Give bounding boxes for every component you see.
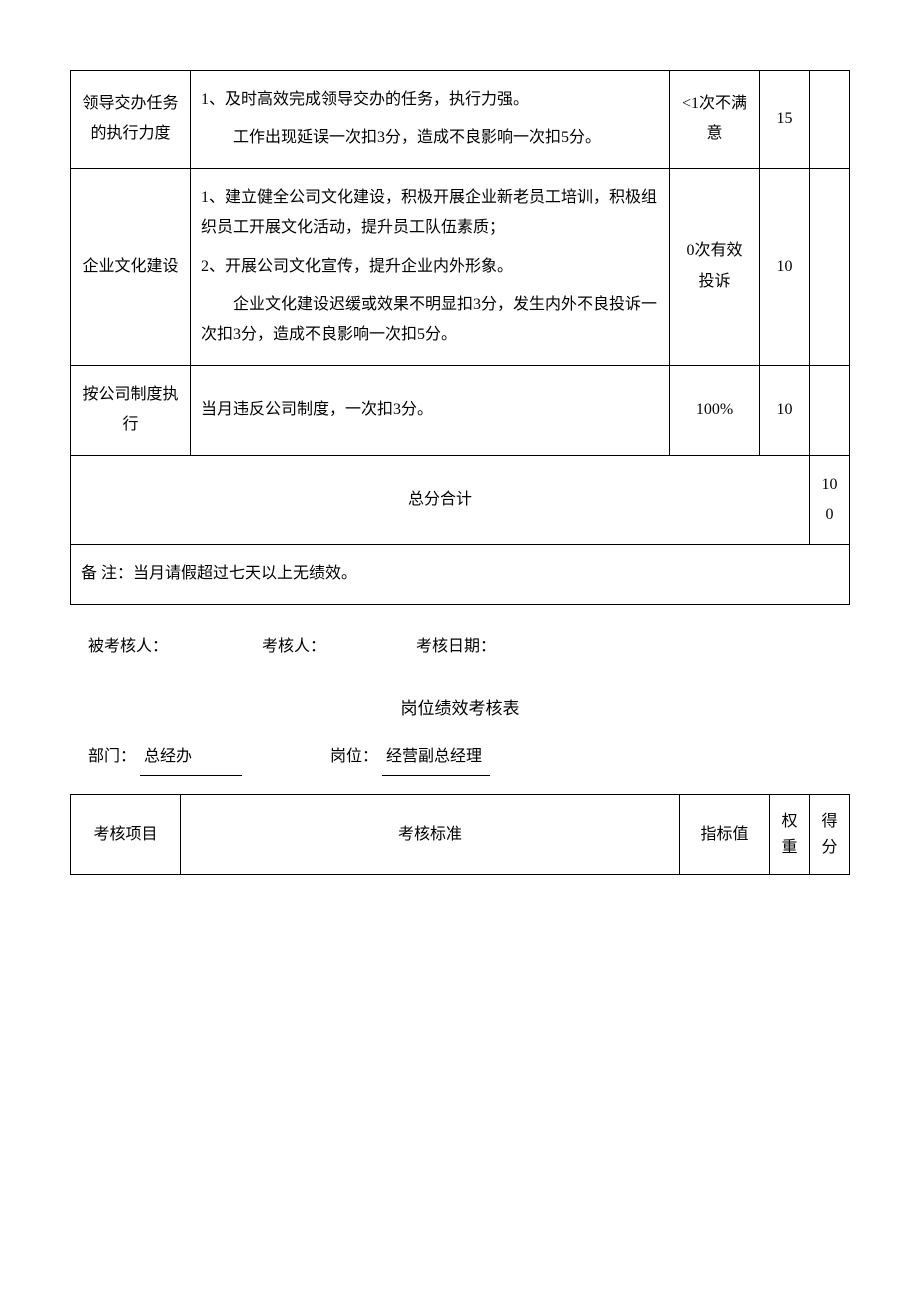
header-row: 考核项目 考核标准 指标值 权重 得分: [71, 795, 850, 875]
signature-line: 被考核人： 考核人： 考核日期：: [88, 629, 850, 664]
header-weight: 权重: [770, 795, 810, 875]
cell-standard: 1、及时高效完成领导交办的任务，执行力强。 工作出现延误一次扣3分，造成不良影响…: [191, 71, 670, 169]
cell-weight: 15: [760, 71, 810, 169]
note-text: 备 注：当月请假超过七天以上无绩效。: [71, 545, 850, 604]
dept-value: 总经办: [140, 739, 242, 776]
table-row: 按公司制度执行 当月违反公司制度，一次扣3分。 100% 10: [71, 365, 850, 455]
cell-standard: 当月违反公司制度，一次扣3分。: [191, 365, 670, 455]
cell-weight: 10: [760, 365, 810, 455]
post-label: 岗位：: [330, 748, 378, 765]
dept-label: 部门：: [88, 748, 136, 765]
table-row: 领导交办任务的执行力度 1、及时高效完成领导交办的任务，执行力强。 工作出现延误…: [71, 71, 850, 169]
form2-title: 岗位绩效考核表: [70, 694, 850, 719]
cell-score: [810, 71, 850, 169]
cell-score: [810, 168, 850, 365]
cell-item: 领导交办任务的执行力度: [71, 71, 191, 169]
header-item: 考核项目: [71, 795, 181, 875]
cell-item: 企业文化建设: [71, 168, 191, 365]
std-indent: 企业文化建设迟缓或效果不明显扣3分，发生内外不良投诉一次扣3分，造成不良影响一次…: [201, 290, 659, 351]
header-target: 指标值: [680, 795, 770, 875]
cell-weight: 10: [760, 168, 810, 365]
cell-target: 0次有效投诉: [670, 168, 760, 365]
std-para: 当月违反公司制度，一次扣3分。: [201, 395, 659, 425]
assessment-table-1: 领导交办任务的执行力度 1、及时高效完成领导交办的任务，执行力强。 工作出现延误…: [70, 70, 850, 605]
header-score: 得分: [810, 795, 850, 875]
total-value: 100: [810, 455, 850, 545]
header-standard: 考核标准: [181, 795, 680, 875]
std-para: 1、建立健全公司文化建设，积极开展企业新老员工培训，积极组织员工开展文化活动，提…: [201, 183, 659, 244]
post-value: 经营副总经理: [382, 739, 490, 776]
cell-target: <1次不满意: [670, 71, 760, 169]
std-para: 2、开展公司文化宣传，提升企业内外形象。: [201, 252, 659, 282]
cell-target: 100%: [670, 365, 760, 455]
total-row: 总分合计 100: [71, 455, 850, 545]
assessor-label: 考核人：: [262, 629, 412, 664]
cell-score: [810, 365, 850, 455]
assessment-table-2-header: 考核项目 考核标准 指标值 权重 得分: [70, 794, 850, 875]
assessee-label: 被考核人：: [88, 629, 258, 664]
cell-standard: 1、建立健全公司文化建设，积极开展企业新老员工培训，积极组织员工开展文化活动，提…: [191, 168, 670, 365]
cell-item: 按公司制度执行: [71, 365, 191, 455]
std-para: 1、及时高效完成领导交办的任务，执行力强。: [201, 85, 659, 115]
std-indent: 工作出现延误一次扣3分，造成不良影响一次扣5分。: [201, 123, 659, 153]
table-row: 企业文化建设 1、建立健全公司文化建设，积极开展企业新老员工培训，积极组织员工开…: [71, 168, 850, 365]
note-row: 备 注：当月请假超过七天以上无绩效。: [71, 545, 850, 604]
dept-post-line: 部门： 总经办 岗位： 经营副总经理: [88, 739, 850, 776]
assess-date-label: 考核日期：: [416, 629, 496, 664]
total-label: 总分合计: [71, 455, 810, 545]
